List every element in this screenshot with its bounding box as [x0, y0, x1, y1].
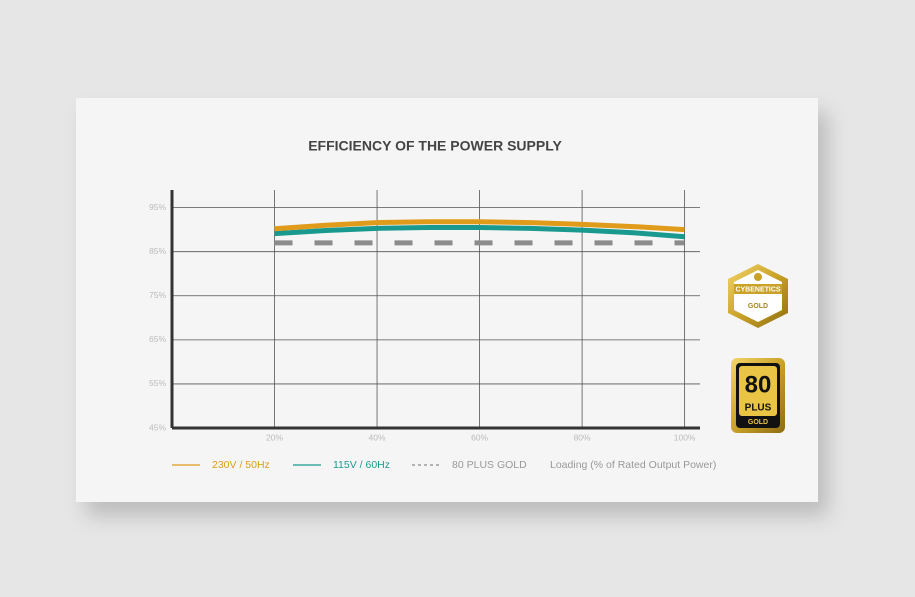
y-tick-label: 75% — [149, 290, 166, 300]
legend-label: 80 PLUS GOLD — [452, 459, 527, 471]
badge-number: 80 — [745, 371, 772, 398]
x-axis-label: Loading (% of Rated Output Power) — [550, 459, 716, 471]
x-tick-label: 80% — [574, 432, 591, 442]
plot: 45% 55% 65% 75% 85% 95% 20% 40% 60% 80% 100% 230V /… — [149, 190, 700, 471]
card — [76, 98, 818, 502]
legend-label: 230V / 50Hz — [212, 459, 270, 471]
x-tick-label: 60% — [471, 432, 488, 442]
badge-band — [734, 284, 782, 294]
y-tick-label: 45% — [149, 422, 166, 432]
badge-text: PLUS — [745, 403, 772, 414]
x-tick-label: 20% — [266, 432, 283, 442]
badge-level: GOLD — [748, 303, 768, 310]
badge-icon — [754, 273, 762, 281]
x-tick-label: 40% — [369, 432, 386, 442]
series-line — [274, 224, 685, 240]
chart-title: EFFICIENCY OF THE POWER SUPPLY — [308, 138, 562, 154]
cybenetics-badge: CYBENETICS GOLD — [728, 264, 788, 328]
legend-label: 115V / 60Hz — [333, 459, 390, 471]
y-tick-label: 95% — [149, 202, 166, 212]
eighty-plus-badge: 80 PLUS GOLD — [731, 358, 785, 433]
y-tick-label: 85% — [149, 246, 166, 256]
series-line — [274, 219, 685, 233]
badge-panel — [739, 366, 777, 416]
badge-inner — [734, 270, 782, 322]
x-tick-label: 100% — [674, 432, 696, 442]
badge-level: GOLD — [748, 419, 768, 426]
y-tick-label: 55% — [149, 378, 166, 388]
y-tick-label: 65% — [149, 334, 166, 344]
badge-text: CYBENETICS — [735, 286, 780, 293]
